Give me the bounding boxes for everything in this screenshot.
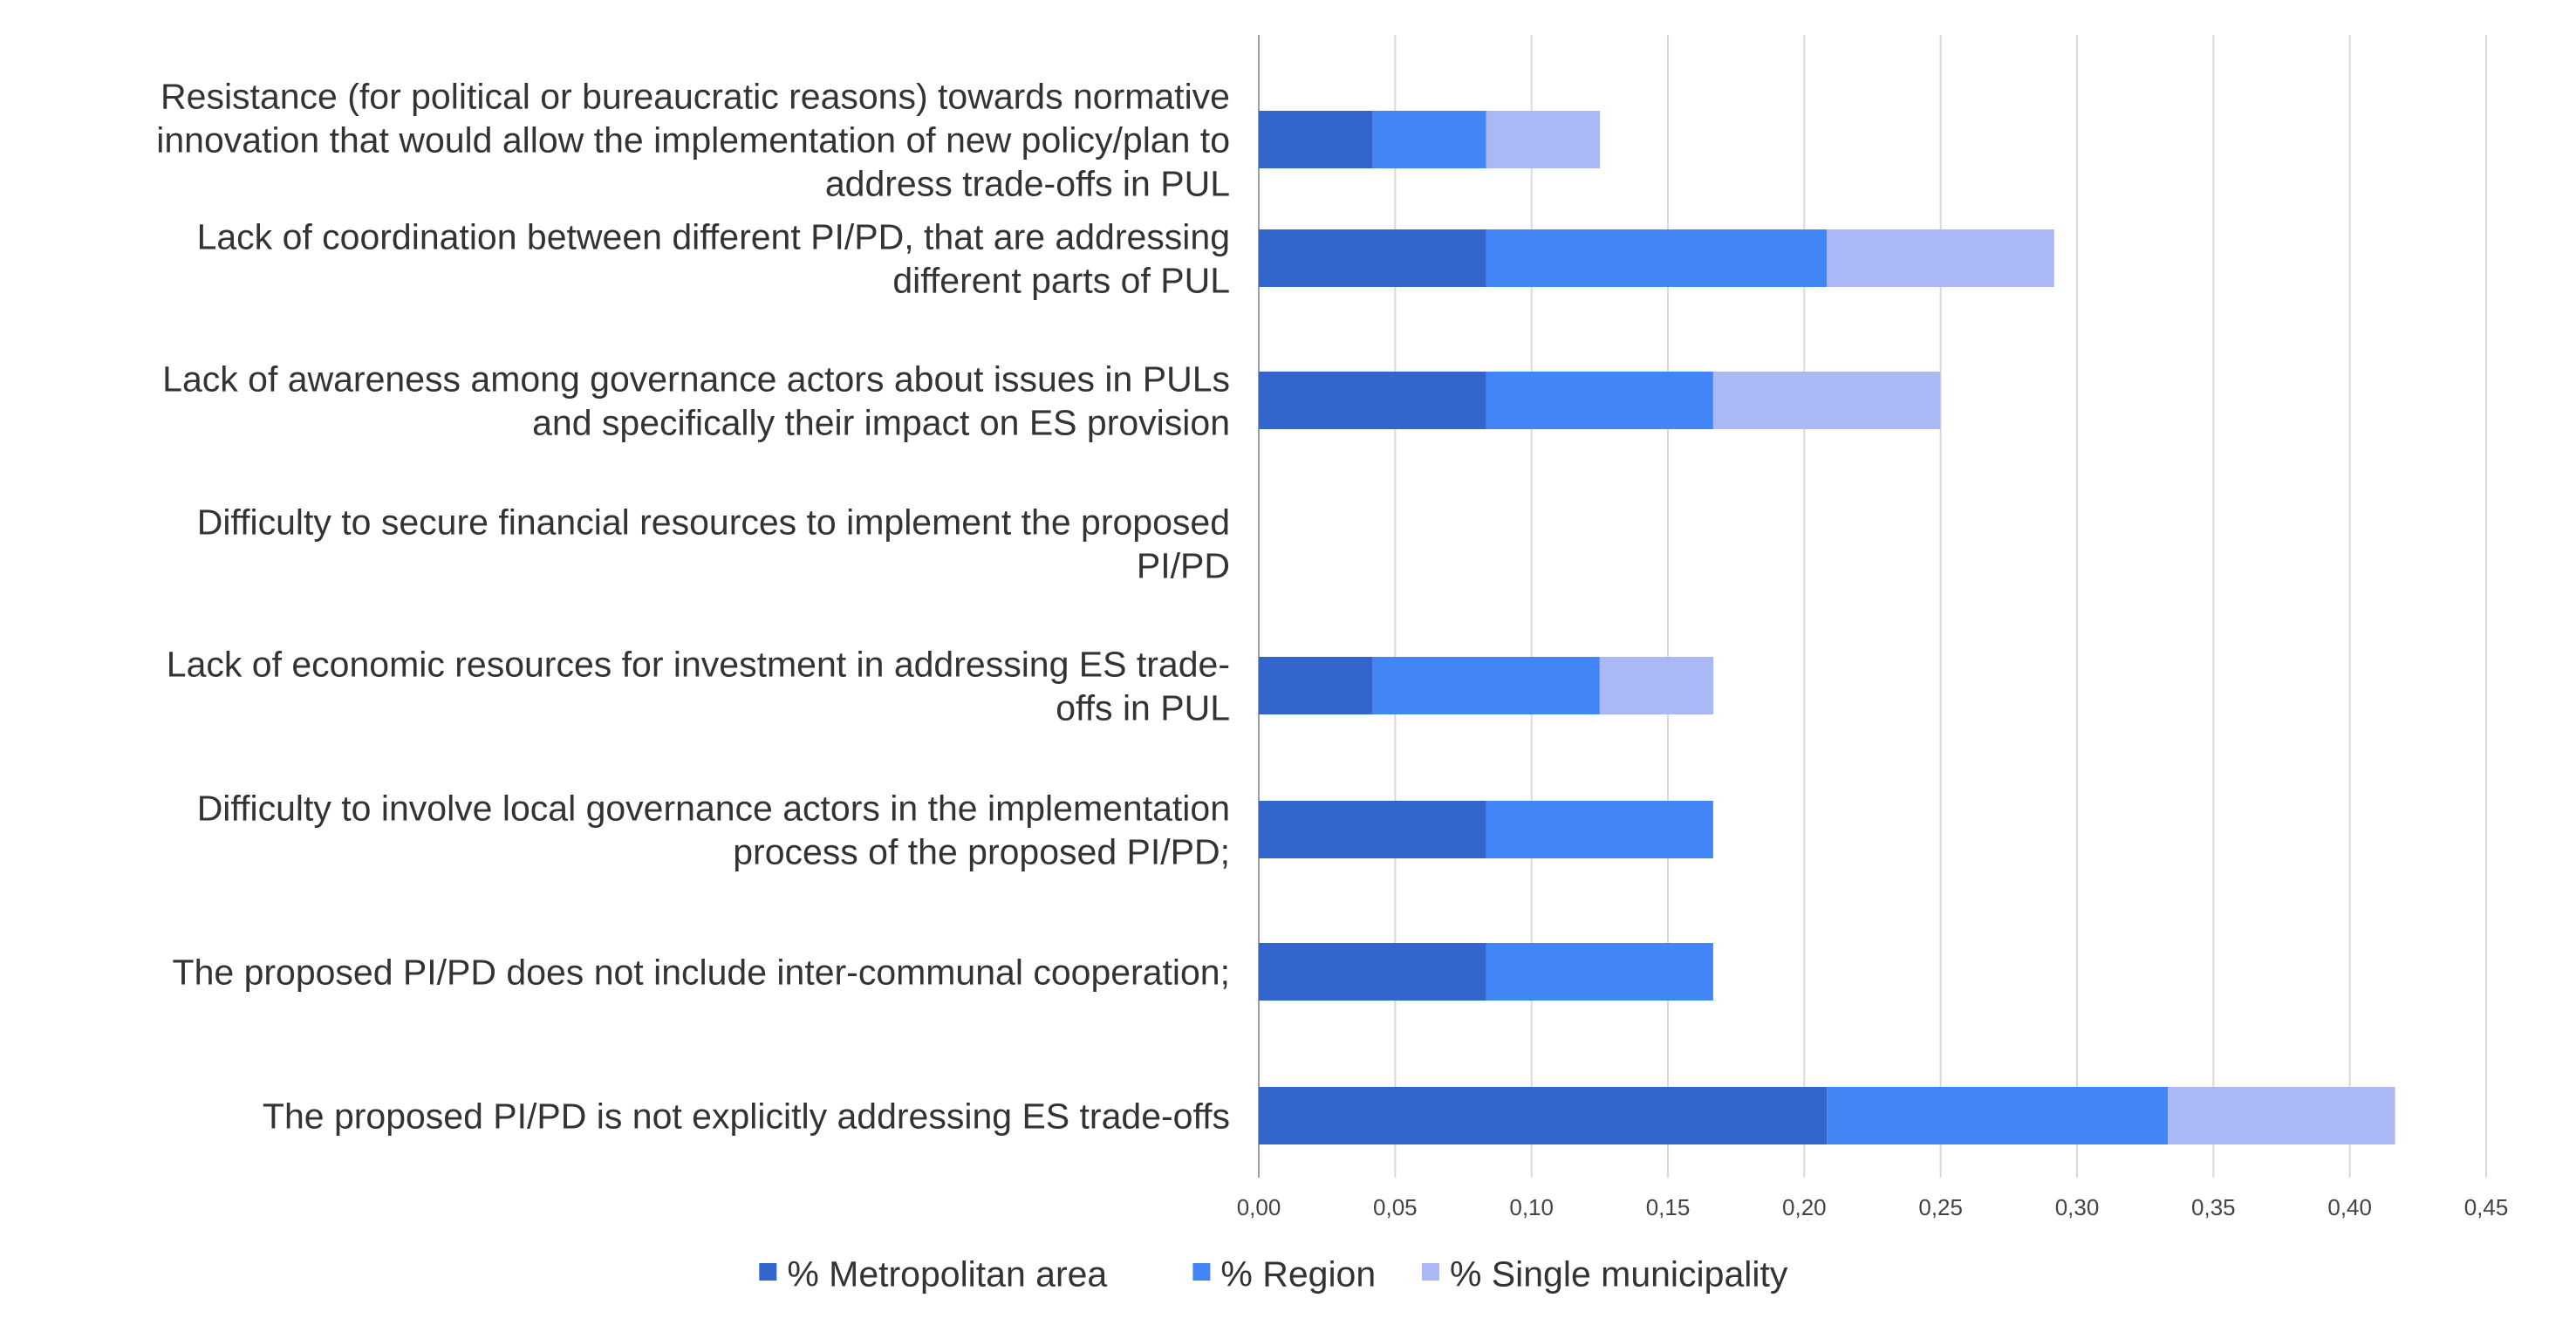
legend-item-region: % Region <box>1192 1254 1376 1294</box>
x-tick-label: 0,10 <box>1509 1194 1554 1220</box>
legend-label: % Single municipality <box>1450 1254 1788 1294</box>
bar-segment-region <box>1486 801 1713 858</box>
bar-segment-metropolitan <box>1259 372 1486 429</box>
category-label: Difficulty to involve local governance a… <box>197 788 1230 871</box>
bar-segment-metropolitan <box>1259 229 1486 287</box>
x-tick-label: 0,05 <box>1373 1194 1418 1220</box>
category-labels: Resistance (for political or bureaucrati… <box>156 76 1230 1136</box>
bar-segment-single-municipality <box>1712 372 1941 429</box>
category-label: Lack of coordination between different P… <box>197 216 1230 300</box>
bar-segment-metropolitan <box>1259 801 1486 858</box>
bar-segment-metropolitan <box>1259 943 1486 1001</box>
bar-segment-single-municipality <box>1599 657 1714 714</box>
category-label: Lack of awareness among governance actor… <box>162 359 1230 442</box>
legend-swatch <box>1421 1263 1439 1281</box>
bar-segment-region <box>1372 111 1486 168</box>
grid-lines <box>1258 35 2487 1178</box>
bars <box>1259 111 2395 1144</box>
legend-item-metropolitan: % Metropolitan area <box>759 1254 1107 1294</box>
category-label: Lack of economic resources for investmen… <box>167 644 1230 728</box>
bar-segment-region <box>1486 943 1713 1001</box>
x-tick-label: 0,35 <box>2191 1194 2236 1220</box>
bar-segment-metropolitan <box>1259 1087 1828 1144</box>
category-label: The proposed PI/PD does not include inte… <box>173 952 1230 992</box>
legend-item-single-municipality: % Single municipality <box>1421 1254 1788 1294</box>
x-tick-label: 0,25 <box>1918 1194 1963 1220</box>
x-tick-label: 0,15 <box>1646 1194 1691 1220</box>
bar-segment-region <box>1486 372 1713 429</box>
bar-segment-region <box>1827 1087 2169 1144</box>
legend-label: % Metropolitan area <box>787 1254 1107 1294</box>
category-label: Resistance (for political or bureaucrati… <box>156 76 1230 203</box>
bar-segment-single-municipality <box>1827 229 2054 287</box>
x-tick-label: 0,00 <box>1237 1194 1281 1220</box>
category-label: Difficulty to secure financial resources… <box>197 502 1230 585</box>
legend: % Metropolitan area % Region % Single muni… <box>759 1254 1788 1294</box>
x-tick-label: 0,20 <box>1782 1194 1827 1220</box>
x-tick-label: 0,40 <box>2327 1194 2372 1220</box>
bar-segment-region <box>1486 229 1828 287</box>
legend-label: % Region <box>1220 1254 1376 1294</box>
bar-segment-metropolitan <box>1259 111 1373 168</box>
x-tick-label: 0,30 <box>2055 1194 2100 1220</box>
legend-swatch <box>759 1263 777 1281</box>
legend-swatch <box>1192 1263 1211 1281</box>
bar-segment-metropolitan <box>1259 657 1373 714</box>
category-label: The proposed PI/PD is not explicitly add… <box>263 1096 1230 1136</box>
bar-segment-single-municipality <box>2168 1087 2395 1144</box>
x-tick-label: 0,45 <box>2464 1194 2509 1220</box>
x-axis-tick-labels: 0,00 0,05 0,10 0,15 0,20 0,25 0,30 0,35 0,40 0,45 <box>1237 1194 2509 1220</box>
bar-segment-single-municipality <box>1486 111 1601 168</box>
bar-segment-region <box>1372 657 1600 714</box>
